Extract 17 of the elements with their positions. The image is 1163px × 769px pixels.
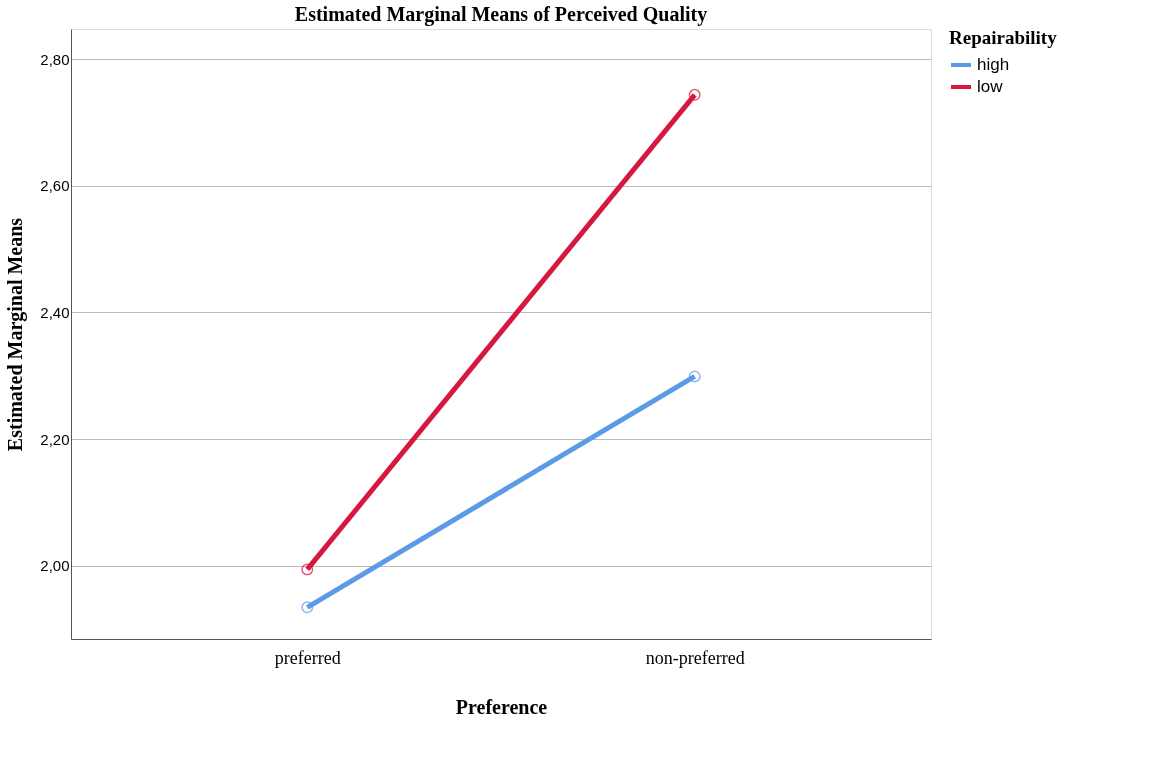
point bbox=[301, 563, 314, 576]
y-axis-title: Estimated Marginal Means bbox=[4, 217, 28, 452]
y-tick-label: 2,80 bbox=[40, 50, 70, 68]
y-tick-label: 2,60 bbox=[40, 177, 70, 195]
y-tick-label: 2,00 bbox=[40, 557, 70, 575]
legend-title: Repairability bbox=[949, 27, 1058, 48]
point bbox=[301, 601, 314, 614]
y-tick-label: 2,40 bbox=[40, 303, 70, 321]
y-tick-label: 2,20 bbox=[40, 430, 70, 448]
legend-label: high bbox=[977, 55, 1010, 74]
point bbox=[688, 370, 701, 383]
x-tick-label: preferred bbox=[274, 647, 341, 668]
x-axis-title: Preference bbox=[455, 695, 548, 718]
legend-label: low bbox=[977, 77, 1004, 96]
x-tick-label: non-preferred bbox=[645, 647, 745, 668]
point bbox=[688, 88, 701, 101]
chart-title: Estimated Marginal Means of Perceived Quality bbox=[294, 3, 708, 26]
